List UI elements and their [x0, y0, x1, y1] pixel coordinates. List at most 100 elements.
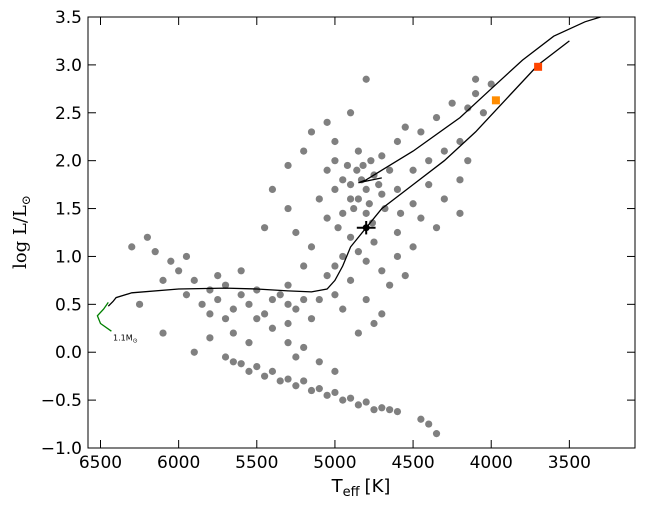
star-point	[339, 209, 347, 217]
track-line	[358, 17, 603, 184]
star-point	[417, 214, 425, 222]
star-point	[362, 209, 370, 217]
star-point	[284, 161, 292, 170]
star-point	[214, 272, 222, 280]
star-point	[354, 401, 362, 409]
star-point	[362, 295, 370, 304]
y-label-main: log L/L	[10, 205, 31, 269]
star-point	[159, 329, 167, 337]
star-point	[284, 300, 292, 308]
star-point	[378, 152, 386, 160]
star-point	[300, 343, 308, 352]
star-point	[292, 353, 300, 361]
star-point	[396, 209, 405, 217]
error-point	[362, 224, 370, 232]
star-point	[307, 386, 316, 395]
star-point	[359, 161, 367, 170]
star-point	[167, 257, 175, 265]
star-point	[182, 291, 191, 299]
star-point	[425, 181, 433, 189]
star-point	[350, 204, 358, 213]
star-point	[268, 324, 277, 332]
star-point	[487, 80, 495, 88]
star-point	[253, 315, 261, 323]
star-point	[365, 200, 373, 208]
star-point	[300, 295, 308, 304]
track-line	[107, 40, 570, 307]
star-point	[393, 185, 402, 193]
y-tick-label: 0.0	[55, 343, 82, 363]
star-point	[128, 243, 136, 251]
x-tick-label: 4500	[391, 453, 434, 473]
star-point	[284, 375, 292, 383]
star-point	[323, 118, 331, 126]
star-point	[261, 310, 269, 318]
star-point	[378, 310, 386, 318]
star-point	[448, 99, 456, 107]
star-point	[331, 157, 339, 165]
star-point	[346, 394, 355, 402]
star-point	[292, 305, 300, 313]
star-point	[276, 377, 284, 385]
star-point	[479, 109, 488, 117]
y-tick-label: 2.0	[55, 152, 82, 172]
star-point	[370, 238, 378, 246]
star-point	[378, 404, 386, 412]
star-point	[323, 391, 331, 399]
star-point	[339, 305, 347, 313]
star-point	[425, 157, 433, 165]
star-point	[353, 166, 361, 174]
star-point	[229, 358, 237, 366]
star-point	[354, 195, 362, 203]
star-point	[339, 252, 347, 261]
star-point	[409, 166, 417, 174]
star-point	[346, 233, 355, 241]
star-point	[198, 300, 206, 308]
y-axis-label: log L/L⊙	[10, 195, 33, 269]
star-point	[456, 137, 464, 146]
y-tick-label: 3.0	[55, 56, 82, 76]
star-point	[386, 406, 394, 414]
star-point	[339, 176, 347, 184]
star-point	[300, 262, 308, 270]
star-point	[334, 224, 342, 232]
star-point	[284, 204, 292, 213]
x-tick-label: 4000	[470, 453, 513, 473]
x-label-main: T	[331, 476, 344, 497]
star-point	[300, 377, 308, 385]
star-point	[346, 195, 355, 203]
star-point	[331, 185, 339, 193]
star-point	[471, 90, 480, 98]
star-point	[417, 128, 425, 136]
star-point	[284, 281, 292, 289]
star-point	[307, 243, 316, 251]
star-point	[362, 185, 370, 193]
star-point	[245, 339, 253, 347]
star-point	[370, 319, 378, 328]
star-point	[362, 398, 370, 406]
star-point	[229, 305, 237, 313]
star-point	[315, 295, 323, 304]
star-point	[386, 281, 394, 289]
star-point	[253, 286, 261, 294]
star-point	[367, 157, 375, 165]
star-point	[268, 367, 277, 375]
star-point	[206, 286, 214, 294]
x-axis-label: Teff [K]	[331, 476, 391, 500]
star-point	[378, 267, 386, 275]
star-point	[401, 272, 409, 280]
star-point	[237, 360, 245, 368]
star-point	[375, 181, 383, 189]
star-point	[362, 75, 370, 83]
star-point	[292, 382, 300, 390]
x-tick-label: 6500	[79, 453, 122, 473]
star-point	[323, 166, 331, 174]
star-point	[362, 257, 370, 265]
star-point	[370, 406, 378, 414]
x-tick-label: 5000	[313, 453, 356, 473]
star-point	[354, 147, 362, 155]
star-point	[315, 195, 323, 203]
y-tick-label: 2.5	[55, 104, 82, 124]
star-point	[323, 214, 331, 222]
annotation-main: 1.1M	[113, 334, 133, 343]
